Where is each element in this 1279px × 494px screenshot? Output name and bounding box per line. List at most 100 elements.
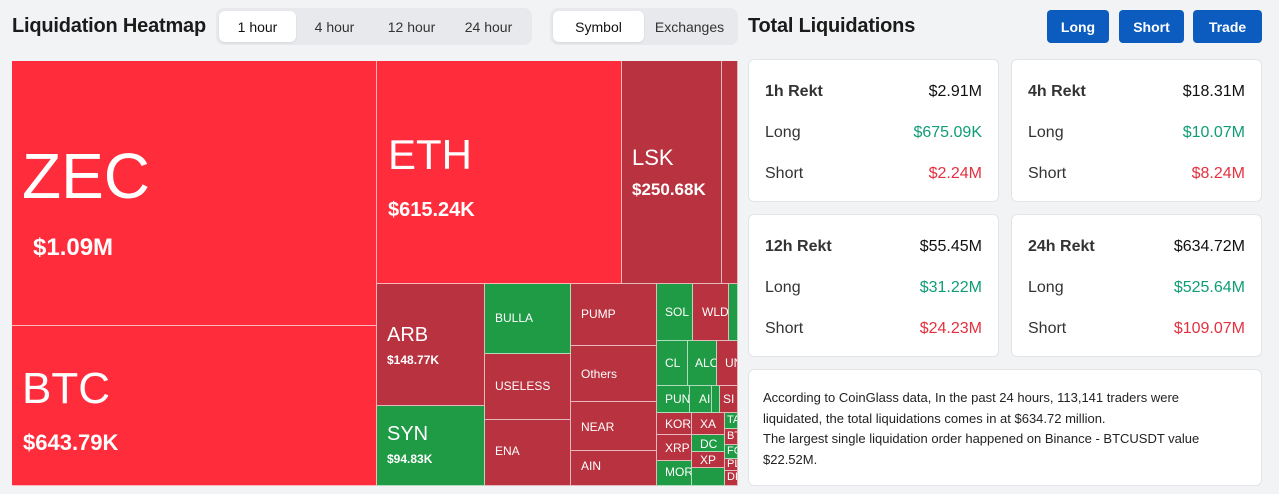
summary-line: The largest single liquidation order hap… (763, 431, 1200, 446)
heatmap-tile-un[interactable]: UN (717, 341, 738, 386)
heatmap-tile-ta[interactable]: TA (725, 413, 738, 429)
card-long-row: Long $525.64M (1028, 279, 1245, 297)
tile-symbol: AI (699, 392, 711, 406)
tile-value: $94.83K (387, 452, 433, 466)
heatmap-tile-pl[interactable]: PL (725, 459, 738, 471)
heatmap-tile-cl[interactable]: CL (657, 341, 688, 386)
card-total-row: 4h Rekt $18.31M (1028, 83, 1245, 101)
rekt-card-4h: 4h Rekt $18.31M Long $10.07M Short $8.24… (1011, 59, 1262, 202)
short-label: Short (765, 320, 804, 337)
trade-button[interactable]: Trade (1193, 10, 1262, 43)
card-total-value: $2.91M (928, 83, 982, 100)
rekt-card-12h: 12h Rekt $55.45M Long $31.22M Short $24.… (748, 214, 999, 357)
long-label: Long (765, 279, 801, 296)
tile-symbol: DC (700, 437, 718, 451)
tile-symbol: TA (727, 414, 737, 426)
heatmap-tile-partial[interactable] (729, 284, 738, 341)
heatmap-tile-pump[interactable]: PUMP (571, 284, 657, 346)
tab-symbol[interactable]: Symbol (553, 11, 644, 42)
heatmap-title: Liquidation Heatmap (12, 15, 206, 37)
heatmap-tile-xrp[interactable]: XRP (657, 435, 692, 461)
heatmap-tile-xa[interactable]: XA (692, 413, 725, 435)
summary-line: $22.52M. (763, 451, 818, 467)
tile-symbol: LSK (632, 145, 674, 170)
heatmap-tile-ena[interactable]: ENA (485, 420, 571, 486)
heatmap-tile-bt[interactable]: BT (725, 429, 738, 445)
heatmap-tile-lsk[interactable]: LSK $250.68K (622, 61, 722, 284)
heatmap-tile-btc[interactable]: BTC $643.79K (12, 326, 377, 486)
heatmap-tile-bulla[interactable]: BULLA (485, 284, 571, 354)
tile-symbol: CL (665, 356, 681, 370)
heatmap-tile-near[interactable]: NEAR (571, 402, 657, 451)
heatmap-tile-xp[interactable]: XP (692, 452, 725, 468)
heatmap-tile-others[interactable]: Others (571, 346, 657, 402)
tile-value: $643.79K (23, 430, 119, 455)
tile-symbol: PUN (665, 392, 690, 406)
card-label: 12h Rekt (765, 238, 832, 255)
heatmap-tile-fc[interactable]: FC (725, 445, 738, 459)
tile-symbol: SOL (665, 305, 690, 319)
heatmap-tile-partial[interactable] (712, 386, 720, 413)
short-button[interactable]: Short (1119, 10, 1184, 43)
tile-symbol: PL (727, 459, 737, 470)
heatmap-tile-ain[interactable]: AIN (571, 451, 657, 486)
tile-symbol: WLD (702, 305, 729, 319)
tile-symbol: SI (723, 392, 735, 406)
tile-symbol: UN (725, 356, 737, 370)
short-value: $8.24M (1191, 165, 1245, 182)
tile-symbol: NEAR (581, 420, 615, 434)
tile-symbol: XP (700, 453, 717, 467)
card-short-row: Short $2.24M (765, 165, 982, 183)
card-total-row: 12h Rekt $55.45M (765, 238, 982, 256)
heatmap-tile-mor[interactable]: MOR (657, 461, 692, 486)
tile-symbol: ENA (495, 444, 520, 458)
tile-symbol: XA (700, 417, 717, 431)
tab-4-hour[interactable]: 4 hour (314, 18, 355, 35)
long-label: Long (1028, 279, 1064, 296)
heatmap-tile-pun[interactable]: PUN (657, 386, 690, 413)
tile-symbol: ETH (388, 131, 472, 178)
card-label: 1h Rekt (765, 83, 823, 100)
card-total-row: 1h Rekt $2.91M (765, 83, 982, 101)
heatmap-tile-dc[interactable]: DC (692, 435, 725, 452)
tile-symbol: SYN (387, 423, 429, 445)
heatmap-tile-syn[interactable]: SYN $94.83K (377, 406, 485, 486)
heatmap-tile-df[interactable]: DF (725, 471, 738, 486)
heatmap-tile-kor[interactable]: KOR (657, 413, 692, 435)
long-label: Long (765, 124, 801, 141)
tile-value: $250.68K (632, 180, 706, 199)
tile-symbol: BT (727, 430, 737, 442)
heatmap-tile-zec[interactable]: ZEC $1.09M (12, 61, 377, 326)
heatmap-tile-useless[interactable]: USELESS (485, 354, 571, 420)
heatmap-tile-ai[interactable]: AI (690, 386, 712, 413)
card-short-row: Short $109.07M (1028, 320, 1245, 338)
tile-symbol: BTC (22, 364, 110, 413)
heatmap-tile-si[interactable]: SI (720, 386, 738, 413)
card-total-value: $18.31M (1182, 83, 1245, 100)
tab-12-hour[interactable]: 12 hour (387, 18, 436, 35)
heatmap-tile-partial[interactable] (692, 468, 725, 486)
summary-line: According to CoinGlass data, In the past… (763, 390, 1179, 405)
heatmap-tile-sol[interactable]: SOL (657, 284, 693, 341)
view-mode-selector: Symbol Exchanges (550, 8, 738, 45)
short-label: Short (765, 165, 804, 182)
tab-24-hour[interactable]: 24 hour (464, 18, 513, 35)
tab-exchanges[interactable]: Exchanges (654, 18, 725, 35)
tile-symbol: ARB (387, 324, 429, 346)
tile-symbol: AIN (581, 459, 602, 473)
heatmap-tile-partial[interactable] (722, 61, 738, 284)
heatmap-tile-arb[interactable]: ARB $148.77K (377, 284, 485, 406)
heatmap-tile-eth[interactable]: ETH $615.24K (377, 61, 622, 284)
heatmap-tile-alc[interactable]: ALC (688, 341, 717, 386)
heatmap-tile-wld[interactable]: WLD (693, 284, 729, 341)
long-button[interactable]: Long (1047, 10, 1109, 43)
card-total-row: 24h Rekt $634.72M (1028, 238, 1245, 256)
tile-symbol: ZEC (22, 140, 150, 212)
long-value: $525.64M (1173, 279, 1245, 296)
long-value: $31.22M (919, 279, 982, 296)
short-value: $2.24M (928, 165, 982, 182)
long-value: $675.09K (913, 124, 982, 141)
tab-1-hour[interactable]: 1 hour (219, 11, 296, 42)
card-short-row: Short $8.24M (1028, 165, 1245, 183)
